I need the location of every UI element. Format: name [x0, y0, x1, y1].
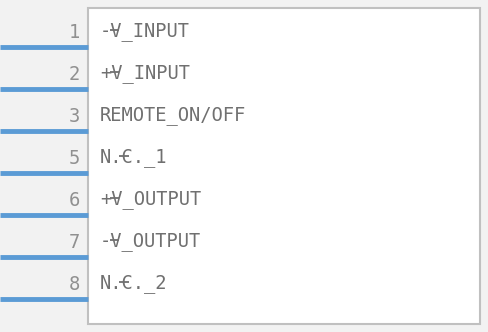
Text: 7: 7	[69, 233, 80, 252]
Text: -V_INPUT: -V_INPUT	[100, 22, 190, 41]
Text: +V_OUTPUT: +V_OUTPUT	[100, 190, 201, 209]
Text: +V_INPUT: +V_INPUT	[100, 64, 190, 83]
Text: REMOTE_ON/OFF: REMOTE_ON/OFF	[100, 106, 246, 125]
Text: 5: 5	[69, 149, 80, 168]
Text: 1: 1	[69, 23, 80, 42]
Text: 3: 3	[69, 107, 80, 126]
Text: 8: 8	[69, 275, 80, 294]
Text: N.C._1: N.C._1	[100, 148, 167, 167]
Text: N.C._2: N.C._2	[100, 274, 167, 293]
Bar	[88, 8, 480, 324]
Text: 2: 2	[69, 65, 80, 84]
Text: 6: 6	[69, 191, 80, 210]
Text: -V_OUTPUT: -V_OUTPUT	[100, 232, 201, 251]
